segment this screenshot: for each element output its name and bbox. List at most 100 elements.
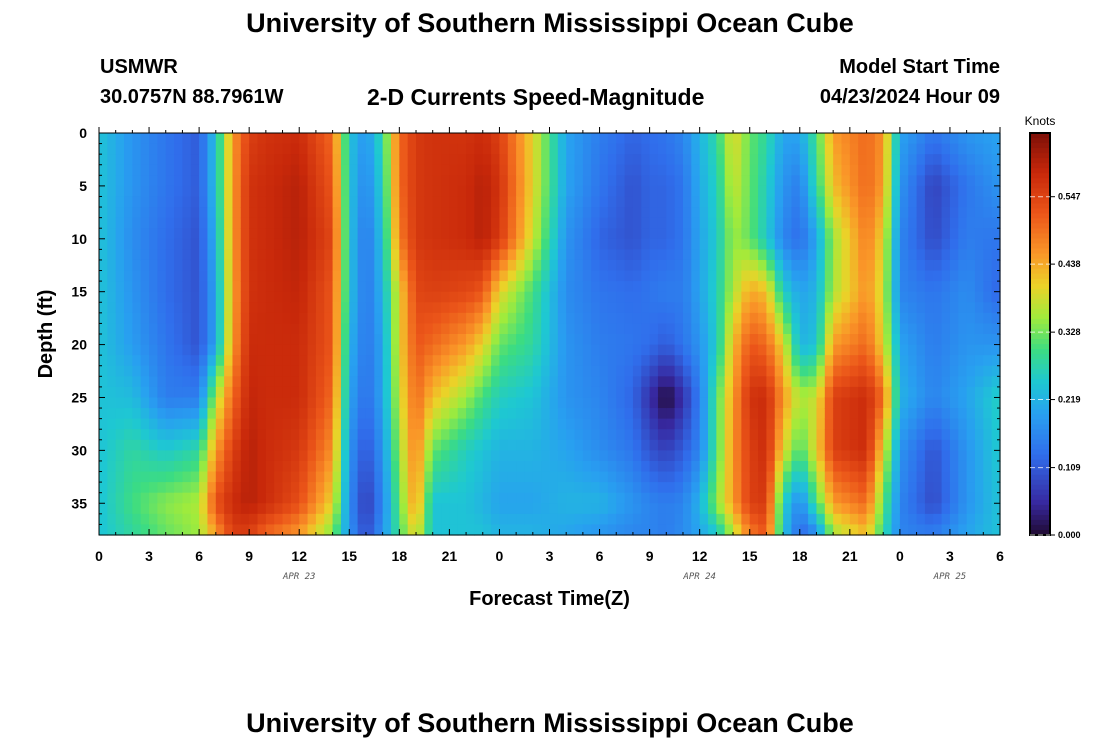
heatmap-cell bbox=[699, 302, 709, 314]
heatmap-cell bbox=[474, 217, 484, 229]
heatmap-cell bbox=[407, 355, 417, 367]
heatmap-cell bbox=[374, 524, 384, 536]
heatmap-cell bbox=[991, 291, 1001, 303]
heatmap-cell bbox=[307, 524, 317, 536]
heatmap-cell bbox=[708, 408, 717, 420]
heatmap-cell bbox=[991, 524, 1001, 536]
heatmap-cell bbox=[224, 376, 234, 388]
heatmap-cell bbox=[474, 196, 484, 208]
heatmap-cell bbox=[866, 524, 876, 536]
heatmap-cell bbox=[582, 460, 592, 473]
heatmap-cell bbox=[666, 334, 676, 346]
heatmap-cell bbox=[974, 460, 984, 473]
heatmap-cell bbox=[424, 154, 434, 166]
heatmap-cell bbox=[808, 228, 818, 240]
heatmap-cell bbox=[516, 344, 526, 356]
heatmap-cell bbox=[357, 397, 367, 409]
heatmap-cell bbox=[641, 196, 651, 208]
heatmap-cell bbox=[557, 408, 567, 420]
heatmap-cell bbox=[382, 513, 392, 526]
heatmap-cell bbox=[632, 524, 642, 536]
heatmap-cell bbox=[774, 249, 784, 261]
heatmap-cell bbox=[774, 482, 784, 494]
heatmap-cell bbox=[174, 228, 184, 240]
heatmap-cell bbox=[365, 492, 375, 504]
heatmap-cell bbox=[708, 217, 717, 229]
heatmap-cell bbox=[99, 228, 108, 240]
heatmap-cell bbox=[557, 334, 567, 346]
colorbar-swatch bbox=[1030, 379, 1050, 385]
heatmap-cell bbox=[824, 492, 834, 504]
heatmap-cell bbox=[791, 408, 801, 420]
heatmap-cell bbox=[290, 397, 300, 409]
heatmap-cell bbox=[416, 228, 425, 240]
heatmap-cell bbox=[632, 249, 642, 261]
heatmap-cell bbox=[858, 524, 868, 536]
heatmap-cell bbox=[149, 386, 158, 399]
heatmap-cell bbox=[282, 207, 292, 219]
heatmap-cell bbox=[749, 228, 759, 240]
heatmap-cell bbox=[466, 185, 476, 198]
heatmap-cell bbox=[357, 291, 367, 303]
heatmap-cell bbox=[774, 217, 784, 229]
heatmap-cell bbox=[874, 291, 884, 303]
heatmap-cell bbox=[99, 217, 108, 229]
heatmap-cell bbox=[599, 429, 609, 441]
heatmap-cell bbox=[424, 376, 434, 388]
heatmap-cell bbox=[891, 513, 901, 526]
heatmap-cell bbox=[574, 302, 584, 314]
heatmap-cell bbox=[649, 196, 659, 208]
heatmap-cell bbox=[224, 492, 234, 504]
heatmap-cell bbox=[632, 302, 642, 314]
heatmap-cell bbox=[708, 471, 717, 483]
heatmap-cell bbox=[966, 281, 976, 293]
heatmap-cell bbox=[165, 376, 175, 388]
heatmap-cell bbox=[107, 450, 117, 462]
heatmap-cell bbox=[741, 408, 751, 420]
heatmap-cell bbox=[541, 471, 551, 483]
heatmap-cell bbox=[816, 513, 826, 526]
heatmap-cell bbox=[332, 334, 342, 346]
heatmap-cell bbox=[724, 408, 734, 420]
heatmap-cell bbox=[983, 503, 993, 515]
heatmap-cell bbox=[174, 334, 184, 346]
heatmap-cell bbox=[215, 154, 225, 166]
heatmap-cell bbox=[315, 323, 325, 335]
heatmap-cell bbox=[374, 418, 384, 430]
heatmap-cell bbox=[974, 249, 984, 261]
heatmap-cell bbox=[340, 185, 350, 198]
heatmap-cell bbox=[799, 291, 809, 303]
heatmap-cell bbox=[240, 460, 250, 473]
heatmap-cell bbox=[132, 460, 142, 473]
heatmap-cell bbox=[916, 291, 926, 303]
heatmap-cell bbox=[482, 524, 492, 536]
heatmap-cell bbox=[858, 439, 868, 451]
heatmap-cell bbox=[591, 365, 601, 377]
heatmap-cell bbox=[599, 355, 609, 367]
heatmap-cell bbox=[265, 217, 275, 229]
heatmap-cell bbox=[357, 460, 367, 473]
heatmap-cell bbox=[265, 513, 275, 526]
heatmap-cell bbox=[449, 418, 459, 430]
heatmap-cell bbox=[791, 217, 801, 229]
heatmap-cell bbox=[549, 323, 559, 335]
heatmap-cell bbox=[808, 365, 818, 377]
heatmap-cell bbox=[265, 185, 275, 198]
heatmap-cell bbox=[791, 471, 801, 483]
heatmap-cell bbox=[182, 323, 192, 335]
heatmap-cell bbox=[207, 302, 217, 314]
heatmap-cell bbox=[574, 503, 584, 515]
heatmap-cell bbox=[724, 323, 734, 335]
heatmap-cell bbox=[641, 408, 651, 420]
heatmap-cell bbox=[958, 418, 968, 430]
heatmap-cell bbox=[441, 513, 450, 526]
heatmap-cell bbox=[616, 408, 626, 420]
heatmap-cell bbox=[883, 281, 893, 293]
heatmap-cell bbox=[499, 207, 509, 219]
heatmap-cell bbox=[733, 207, 742, 219]
heatmap-cell bbox=[641, 482, 651, 494]
heatmap-cell bbox=[916, 259, 926, 272]
heatmap-cell bbox=[507, 460, 517, 473]
heatmap-cell bbox=[891, 418, 901, 430]
heatmap-cell bbox=[466, 450, 476, 462]
